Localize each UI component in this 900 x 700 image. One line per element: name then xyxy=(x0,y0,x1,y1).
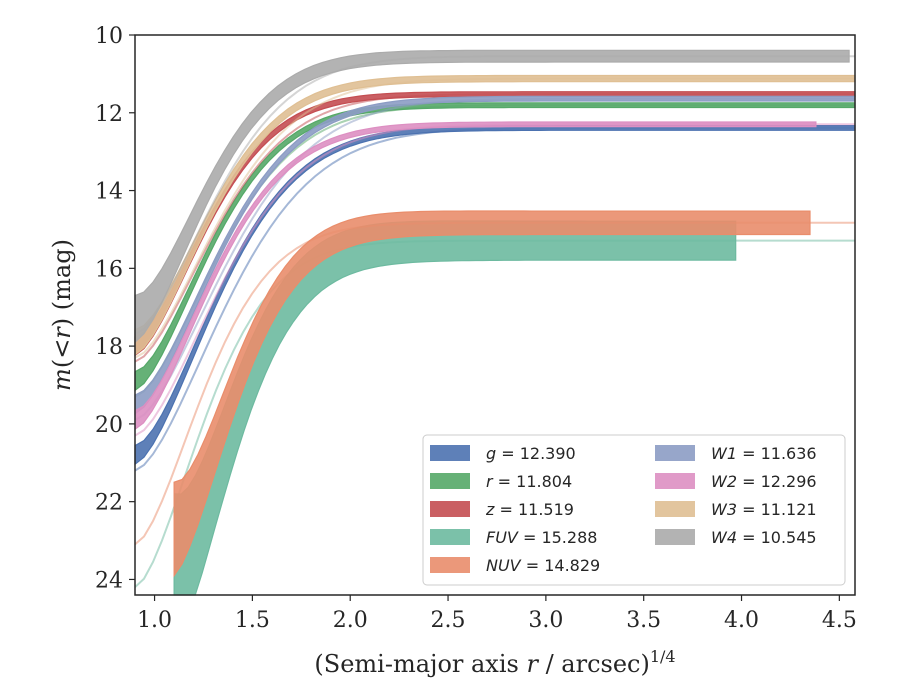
x-tick-label: 2.5 xyxy=(431,608,466,633)
x-tick-label: 4.0 xyxy=(724,608,759,633)
x-tick-label: 4.5 xyxy=(822,608,857,633)
y-axis-title: m(<r) (mag) xyxy=(48,239,76,391)
y-tick-label: 14 xyxy=(95,180,123,205)
y-tick-label: 10 xyxy=(95,24,123,49)
x-axis-title: (Semi-major axis r / arcsec)1/4 xyxy=(314,647,675,678)
series-W2-band xyxy=(134,121,817,431)
x-tick-label: 1.0 xyxy=(137,608,172,633)
legend-swatch-z xyxy=(430,501,470,517)
legend-swatch-g xyxy=(430,445,470,461)
plot-frame xyxy=(134,34,856,596)
legend-label-FUV: FUV = 15.288 xyxy=(486,528,597,547)
curves-layer xyxy=(134,49,856,596)
legend-label-W3: W3 = 11.121 xyxy=(711,500,817,519)
y-tick-label: 16 xyxy=(95,257,123,282)
legend-box xyxy=(422,434,846,586)
legend-swatch-NUV xyxy=(430,557,470,573)
y-tick-label: 18 xyxy=(95,335,123,360)
legend-label-g: g = 12.390 xyxy=(486,444,576,463)
legend-swatch-FUV xyxy=(430,529,470,545)
legend-swatch-r xyxy=(430,473,470,489)
legend-swatch-W4 xyxy=(655,529,695,545)
legend-label-NUV: NUV = 14.829 xyxy=(486,556,600,575)
legend: g = 12.390 r = 11.804 z = 11.519 FUV = 15.2… xyxy=(422,434,846,586)
legend-label-W2: W2 = 12.296 xyxy=(711,472,817,491)
legend-label-W1: W1 = 11.636 xyxy=(711,444,817,463)
legend-swatch-W2 xyxy=(655,473,695,489)
y-tick-label: 20 xyxy=(95,413,123,438)
x-tick-label: 3.0 xyxy=(528,608,563,633)
legend-label-r: r = 11.804 xyxy=(486,472,572,491)
legend-swatch-W3 xyxy=(655,501,695,517)
x-tick-label: 3.5 xyxy=(626,608,661,633)
ticks-layer: 1.0 1.5 2.0 2.5 3.0 3.5 4.0 4.5 10 12 14 16 18 20 22 24 xyxy=(95,24,857,633)
x-tick-label: 1.5 xyxy=(235,608,270,633)
series-NUV-band xyxy=(173,210,811,578)
series-W4-band xyxy=(134,49,850,344)
x-tick-label: 2.0 xyxy=(333,608,368,633)
y-tick-label: 22 xyxy=(95,491,123,516)
legend-swatch-W1 xyxy=(655,445,695,461)
legend-label-z: z = 11.519 xyxy=(485,500,574,519)
y-tick-label: 24 xyxy=(95,568,123,593)
legend-label-W4: W4 = 10.545 xyxy=(711,528,817,547)
y-tick-label: 12 xyxy=(95,102,123,127)
